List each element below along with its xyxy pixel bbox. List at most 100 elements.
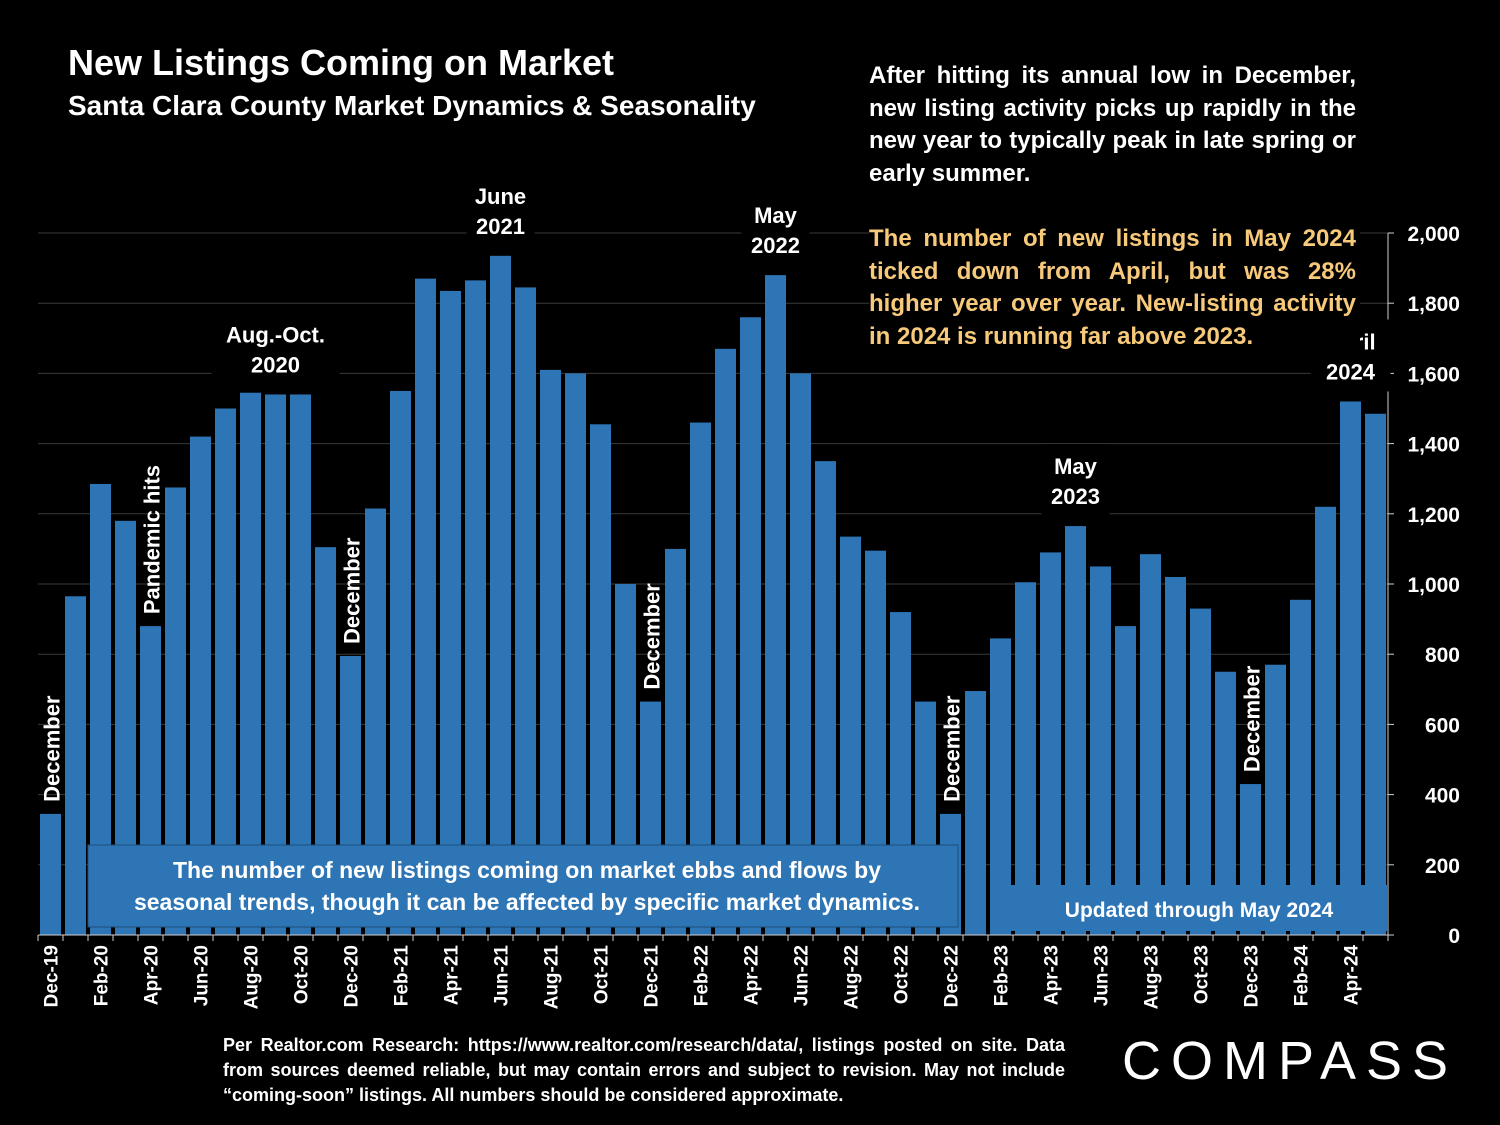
bar-Sep-22	[865, 550, 886, 935]
bar-Mar-21	[415, 278, 436, 935]
x-tick-label: Oct-20	[292, 945, 313, 1004]
x-tick-label: Apr-23	[1042, 945, 1063, 1005]
updated-label: Updated through May 2024	[1065, 899, 1334, 922]
source-footnote: Per Realtor.com Research: https://www.re…	[223, 1035, 1065, 1105]
bar-Jan-24	[1265, 664, 1286, 935]
x-tick-label: Aug-23	[1142, 945, 1163, 1009]
bar-Jan-21	[365, 508, 386, 935]
annotation-label: 2024	[1326, 359, 1376, 384]
highlight-note: The number of new listings in May 2024 t…	[869, 223, 1360, 357]
bar-May-21	[465, 280, 486, 935]
bar-Sep-23	[1165, 576, 1186, 935]
chart-subtitle: Santa Clara County Market Dynamics & Sea…	[68, 90, 756, 121]
annotation-label: December	[340, 537, 365, 644]
bar-Jul-21	[515, 287, 536, 935]
bar-Feb-24	[1290, 599, 1311, 935]
x-tick-label: Apr-22	[742, 945, 763, 1005]
bar-Sep-21	[565, 373, 586, 935]
x-tick-label: Jun-20	[192, 945, 213, 1006]
annotation-label: Aug.-Oct.	[226, 322, 325, 347]
annotation-label: 2023	[1051, 484, 1100, 509]
y-tick-label: 1,600	[1407, 363, 1460, 386]
y-tick-label: 0	[1448, 925, 1460, 948]
bar-Feb-21	[390, 390, 411, 935]
bar-Aug-20	[240, 392, 261, 936]
x-tick-label: Aug-21	[542, 945, 563, 1010]
chart-title: New Listings Coming on Market	[68, 42, 615, 83]
seasonality-note: After hitting its annual low in December…	[869, 62, 1356, 187]
bar-May-20	[165, 487, 186, 935]
y-tick-label: 1,000	[1407, 574, 1460, 597]
y-tick-label: 1,200	[1407, 504, 1460, 527]
x-tick-label: Aug-20	[242, 945, 263, 1009]
x-tick-label: Feb-20	[92, 945, 113, 1006]
bar-Nov-23	[1215, 671, 1236, 935]
bar-Apr-24	[1340, 401, 1361, 936]
bar-May-22	[765, 275, 786, 935]
bar-Jul-20	[215, 408, 236, 935]
bar-May-24	[1365, 413, 1386, 935]
y-tick-label: 400	[1425, 785, 1460, 808]
annotation-label: December	[940, 695, 965, 802]
y-tick-label: 2,000	[1407, 223, 1460, 246]
bar-Jan-20	[65, 596, 86, 935]
bar-Apr-22	[740, 317, 761, 935]
bar-Jul-23	[1115, 626, 1136, 935]
bar-Apr-23	[1040, 552, 1061, 935]
y-tick-label: 1,400	[1407, 434, 1460, 457]
bar-Feb-20	[90, 483, 111, 935]
annotation-backdrop	[1041, 444, 1110, 517]
bar-Mar-23	[1015, 582, 1036, 935]
x-tick-label: Jun-23	[1092, 945, 1113, 1006]
bar-Aug-21	[540, 369, 561, 935]
y-tick-label: 200	[1425, 855, 1460, 878]
annotation-label: Pandemic hits	[140, 465, 165, 614]
annotations: December Pandemic hits Aug.-Oct. 2020 Decemb…	[40, 173, 1391, 802]
y-tick-label: 800	[1425, 644, 1460, 667]
bar-Mar-22	[715, 348, 736, 936]
annotation-label: 2022	[751, 233, 800, 258]
annotation-label: December	[40, 695, 65, 802]
bar-Mar-24	[1315, 506, 1336, 935]
updated-box	[1010, 885, 1388, 931]
x-tick-label: Aug-22	[842, 945, 863, 1009]
annotation-label: June	[475, 184, 526, 209]
bar-Jun-21	[490, 255, 511, 935]
bar-Feb-23	[990, 638, 1011, 935]
x-tick-label: Dec-20	[342, 945, 363, 1007]
annotation-backdrop	[466, 173, 535, 246]
bar-Apr-21	[440, 290, 461, 935]
callouts: The number of new listings coming on mar…	[87, 844, 1388, 931]
bars	[40, 255, 1386, 936]
x-tick-label: Feb-22	[692, 945, 713, 1006]
bar-Jan-22	[665, 548, 686, 935]
y-tick-label: 1,800	[1407, 293, 1460, 316]
bar-Nov-20	[315, 547, 336, 935]
x-tick-label: Dec-21	[642, 945, 663, 1008]
bar-Feb-22	[690, 422, 711, 935]
x-tick-label: Oct-23	[1192, 945, 1213, 1004]
bar-Oct-23	[1190, 608, 1211, 935]
bar-Oct-21	[590, 424, 611, 935]
x-tick-label: Apr-20	[142, 945, 163, 1005]
bar-Aug-22	[840, 536, 861, 935]
annotation-backdrop	[211, 312, 340, 385]
annotation-label: May	[754, 203, 798, 228]
bar-Jun-20	[190, 436, 211, 935]
bar-Sep-20	[265, 394, 286, 936]
bar-Oct-20	[290, 394, 311, 936]
x-tick-label: Dec-19	[42, 945, 63, 1007]
x-axis: Dec-19 Feb-20 Apr-20 Jun-20 Aug-20 Oct-20 Dec-…	[37, 934, 1389, 1010]
annotation-backdrop	[741, 193, 810, 266]
y-tick-label: 600	[1425, 714, 1460, 737]
bottom-callout-box	[87, 844, 959, 928]
x-tick-label: Oct-22	[892, 945, 913, 1004]
bar-Jun-23	[1090, 566, 1111, 935]
annotation-label: May	[1054, 454, 1098, 479]
x-tick-label: Dec-22	[942, 945, 963, 1007]
bar-May-23	[1065, 526, 1086, 935]
bar-Jul-22	[815, 461, 836, 935]
bar-Mar-20	[115, 520, 136, 935]
annotation-label: December	[640, 583, 665, 690]
